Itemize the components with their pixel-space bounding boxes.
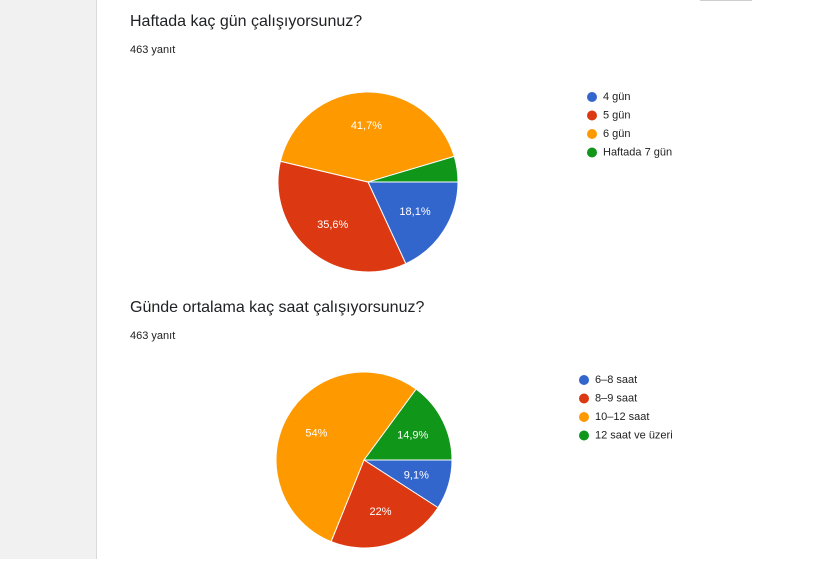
pie-slice [363,388,453,461]
legend-label: 6–8 saat [595,374,637,386]
legend-swatch [587,110,597,121]
slice-label: 14,9% [397,429,428,441]
chart-title: Günde ortalama kaç saat çalışıyorsunuz? [130,299,424,316]
slice-label: 54% [305,427,327,439]
response-count: 463 yanıt [130,330,175,342]
slice-label: 41,7% [351,120,382,132]
pie-slice [277,160,407,273]
chart-title: Haftada kaç gün çalışıyorsunuz? [130,13,362,30]
slice-label: 22% [370,506,392,518]
slice-label: 9,1% [404,469,429,481]
legend-label: Haftada 7 gün [603,146,672,158]
legend-swatch [579,430,589,441]
slice-label: 35,6% [317,219,348,231]
pie-slice [330,459,439,549]
slice-label: 18,1% [399,206,430,218]
response-count: 463 yanıt [130,44,175,56]
legend-swatch [579,412,589,422]
page-margin [0,0,96,559]
legend-swatch [579,393,589,404]
legend-swatch [587,129,597,139]
pie-slice [279,91,455,183]
legend-swatch [587,92,597,102]
legend-swatch [579,375,589,385]
pie-slice [367,155,459,183]
legend-label: 6 gün [603,128,631,140]
legend-label: 10–12 saat [595,411,649,423]
legend-label: 8–9 saat [595,392,637,404]
legend-swatch [587,147,597,158]
legend-label: 4 gün [603,91,631,103]
pie-slice [367,181,459,265]
pie-slice [275,371,417,543]
legend-label: 5 gün [603,109,631,121]
legend-label: 12 saat ve üzeri [595,429,673,441]
